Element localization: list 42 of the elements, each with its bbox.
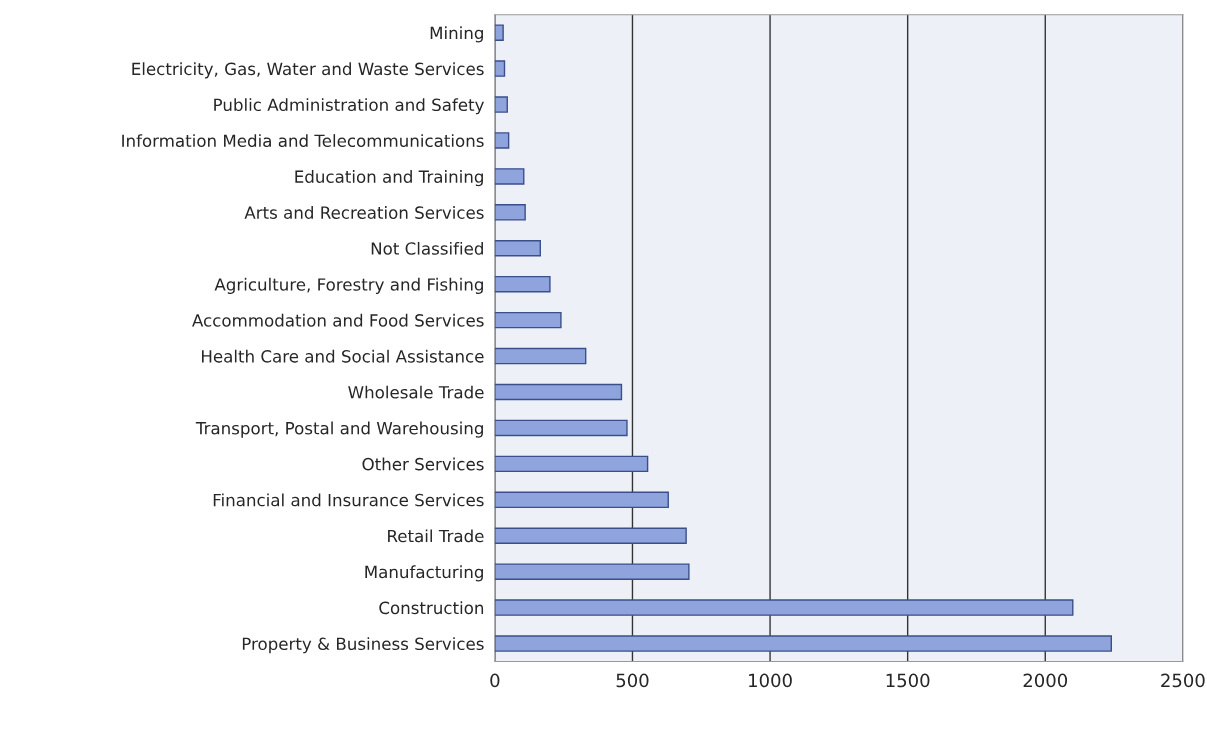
x-tick-label: 2500 (1161, 673, 1205, 688)
bar (494, 96, 508, 113)
bar (494, 419, 628, 437)
bar (494, 347, 587, 365)
y-tick-label: Education and Training (295, 170, 483, 187)
y-tick-label: Financial and Insurance Services (213, 493, 484, 507)
y-tick-label: Retail Trade (388, 529, 484, 543)
y-tick-label: Electricity, Gas, Water and Waste Services (132, 62, 484, 79)
bar (494, 275, 551, 293)
y-tick-label: Other Services (362, 457, 484, 471)
bar (494, 383, 623, 401)
bar (494, 599, 1074, 616)
y-tick-label: Agriculture, Forestry and Fishing (214, 277, 483, 294)
y-tick-label: Transport, Postal and Warehousing (195, 421, 483, 438)
y-tick-label: Health Care and Social Assistance (202, 349, 484, 363)
y-tick-label: Arts and Recreation Services (244, 206, 484, 219)
bar (494, 563, 690, 580)
x-tick-label: 2000 (1023, 673, 1068, 688)
x-tick-label: 1500 (886, 673, 930, 688)
x-tick-label: 500 (616, 673, 649, 688)
bar (494, 24, 504, 41)
bar (494, 491, 669, 509)
y-tick-label: Accommodation and Food Services (192, 313, 484, 327)
y-tick-label: Information Media and Telecommunications (122, 134, 484, 148)
bar (494, 204, 526, 221)
y-tick-label: Construction (379, 601, 484, 615)
y-tick-label: Property & Business Services (242, 637, 484, 654)
y-tick-label: Public Administration and Safety (214, 98, 484, 115)
y-tick-label: Wholesale Trade (348, 385, 484, 399)
bar (494, 635, 1113, 652)
y-tick-label: Manufacturing (365, 565, 483, 582)
x-tick-label: 1000 (749, 673, 792, 688)
bar (494, 60, 506, 77)
y-tick-label: Mining (430, 26, 483, 43)
y-tick-label: Not Classified (371, 241, 483, 255)
bar (494, 168, 525, 185)
bar (494, 132, 510, 149)
bar (494, 311, 562, 329)
bar (494, 240, 541, 257)
bar (494, 527, 687, 544)
bar (494, 455, 649, 473)
x-tick-label: 0 (490, 673, 500, 688)
